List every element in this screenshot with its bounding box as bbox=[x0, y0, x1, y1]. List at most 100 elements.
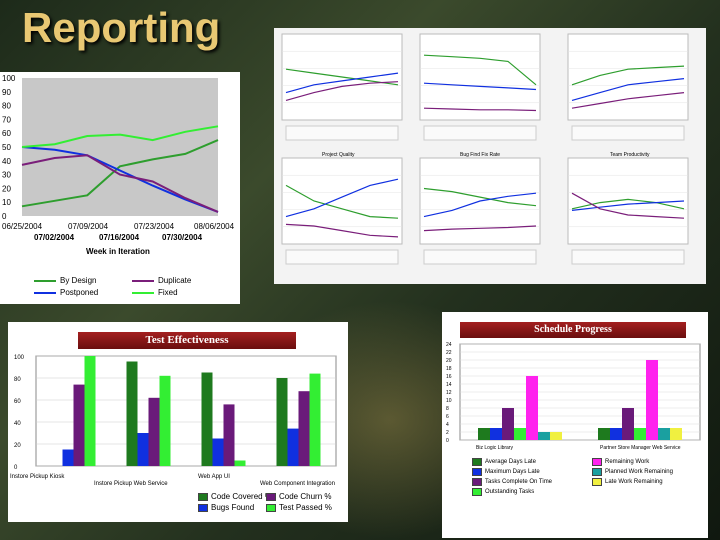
mini-series bbox=[285, 81, 399, 101]
bar bbox=[598, 428, 610, 440]
x-tick-5: 07/02/2004 bbox=[34, 233, 75, 242]
cat-label-3: Web App UI bbox=[198, 474, 230, 480]
y-tick: 10 bbox=[2, 198, 11, 207]
bug-trend-chart: 0 10 20 30 40 50 60 70 80 90 100 06/25/2004 07/09/… bbox=[2, 74, 235, 256]
bar bbox=[84, 356, 96, 466]
bar bbox=[670, 428, 682, 440]
y-tick: 100 bbox=[2, 74, 16, 83]
bar bbox=[610, 428, 622, 440]
mini-legend bbox=[423, 125, 537, 141]
mini-series bbox=[571, 92, 685, 109]
series-line-postponed bbox=[21, 146, 219, 213]
mini-series bbox=[571, 192, 685, 219]
bar bbox=[298, 391, 310, 466]
mini-title-bugrate: Bug Find Fix Rate bbox=[460, 152, 501, 158]
slide-title: Reporting bbox=[22, 4, 221, 51]
series-line-by-design bbox=[21, 139, 219, 208]
y-tick: 50 bbox=[2, 143, 11, 152]
legend-outstanding: Outstanding Tasks bbox=[472, 488, 534, 496]
bar bbox=[526, 376, 538, 440]
bug-trend-panel: 0 10 20 30 40 50 60 70 80 90 100 06/25/2004 07/09/… bbox=[0, 72, 240, 304]
bar bbox=[634, 428, 646, 440]
bar bbox=[126, 361, 138, 466]
schedule-progress-title: Schedule Progress bbox=[460, 322, 686, 338]
legend-planned: Planned Work Remaining bbox=[592, 468, 673, 476]
y-tick: 100 bbox=[14, 355, 25, 361]
bar bbox=[538, 432, 550, 440]
bar bbox=[62, 449, 74, 466]
y-tick: 0 bbox=[14, 465, 18, 471]
x-tick-7: 07/30/2004 bbox=[162, 233, 203, 242]
bar bbox=[73, 384, 85, 466]
bar bbox=[490, 428, 502, 440]
mini-legend bbox=[423, 249, 537, 265]
mini-series bbox=[423, 192, 537, 218]
legend-test-passed: Test Passed % bbox=[266, 503, 332, 512]
mini-legend bbox=[285, 125, 399, 141]
legend-fixed: Fixed bbox=[132, 288, 178, 297]
test-effectiveness-panel: Test Effectiveness 0 20 40 60 80 100 Instore … bbox=[8, 322, 348, 522]
mini-charts-svg bbox=[281, 33, 689, 265]
y-tick: 24 bbox=[446, 342, 452, 348]
bar bbox=[514, 428, 526, 440]
y-tick: 40 bbox=[14, 421, 21, 427]
mini-series bbox=[571, 198, 685, 210]
mini-series bbox=[423, 54, 537, 86]
bar bbox=[223, 404, 235, 466]
legend-avg-late: Average Days Late bbox=[472, 458, 536, 466]
legend-on-time: Tasks Complete On Time bbox=[472, 478, 552, 486]
legend-by-design: By Design bbox=[34, 276, 96, 285]
y-tick: 60 bbox=[14, 399, 21, 405]
y-tick: 0 bbox=[2, 212, 7, 221]
mini-series bbox=[571, 78, 685, 101]
series-line-fixed bbox=[21, 125, 219, 148]
bar bbox=[550, 432, 562, 440]
y-tick: 40 bbox=[2, 157, 11, 166]
bar bbox=[287, 428, 299, 466]
mini-chart bbox=[567, 157, 689, 245]
y-tick: 20 bbox=[14, 443, 21, 449]
mini-chart bbox=[281, 157, 403, 245]
y-tick: 18 bbox=[446, 366, 452, 372]
cat-label-2: Instore Pickup Web Service bbox=[94, 481, 168, 487]
legend-remaining: Remaining Work bbox=[592, 458, 649, 466]
bar bbox=[478, 428, 490, 440]
y-tick: 90 bbox=[2, 88, 11, 97]
bar bbox=[646, 360, 658, 440]
mini-series bbox=[285, 184, 399, 219]
y-tick: 30 bbox=[2, 171, 11, 180]
y-tick: 12 bbox=[446, 390, 452, 396]
y-tick: 10 bbox=[446, 398, 452, 404]
y-tick: 22 bbox=[446, 350, 452, 356]
x-tick-1: 06/25/2004 bbox=[2, 222, 43, 231]
bar bbox=[148, 397, 160, 466]
legend-max-late: Maximum Days Late bbox=[472, 468, 540, 476]
y-tick: 4 bbox=[446, 422, 449, 428]
legend-code-churn: Code Churn % bbox=[266, 492, 331, 501]
series-line-duplicate bbox=[21, 154, 219, 213]
cat-label-biz: Biz Logic Library bbox=[476, 445, 513, 451]
cat-label-1: Instore Pickup Kiosk bbox=[10, 474, 65, 480]
y-tick: 70 bbox=[2, 115, 11, 124]
y-tick: 2 bbox=[446, 430, 449, 436]
test-effectiveness-chart: 0 20 40 60 80 100 Instore Pickup Kiosk Instor… bbox=[10, 355, 337, 487]
y-tick: 6 bbox=[446, 414, 449, 420]
bar bbox=[212, 438, 224, 466]
y-tick: 20 bbox=[2, 184, 11, 193]
y-tick: 8 bbox=[446, 406, 449, 412]
cat-label-4: Web Component Integration bbox=[260, 481, 335, 487]
x-tick-6: 07/16/2004 bbox=[99, 233, 140, 242]
mini-title-productivity: Team Productivity bbox=[610, 152, 650, 158]
bar bbox=[276, 378, 288, 466]
cat-label-partner: Partner Store Manager Web Service bbox=[600, 445, 681, 451]
mini-title-quality: Project Quality bbox=[322, 152, 355, 158]
bar bbox=[201, 372, 213, 466]
plot-area bbox=[22, 78, 218, 216]
mini-charts-grid: Project Quality Bug Find Fix Rate Team P… bbox=[274, 28, 706, 284]
mini-series bbox=[285, 178, 399, 218]
mini-series bbox=[285, 72, 399, 94]
legend-duplicate: Duplicate bbox=[132, 276, 191, 285]
mini-series bbox=[423, 225, 537, 232]
x-axis-label: Week in Iteration bbox=[86, 247, 150, 256]
